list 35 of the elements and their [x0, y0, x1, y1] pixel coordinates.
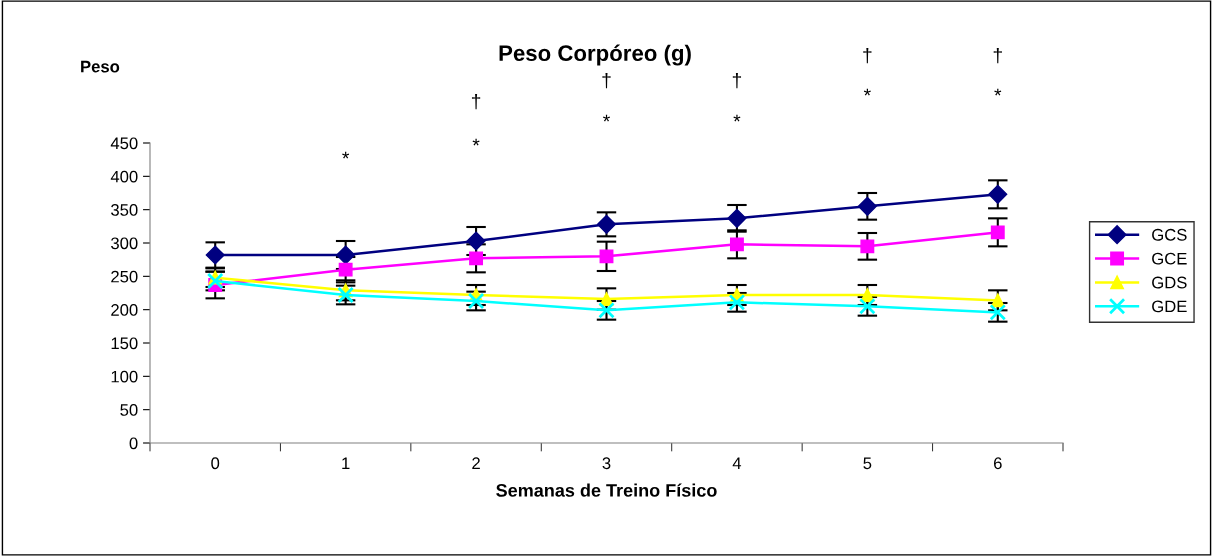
text: * [994, 88, 1002, 96]
x-tick-label: 4 [732, 457, 742, 469]
x-tick-label: 1 [342, 457, 350, 469]
text: † [732, 72, 742, 89]
annotation: * [472, 138, 480, 146]
chart-title: Peso Corpóreo (g) [499, 44, 691, 66]
text: * [863, 88, 871, 96]
text: † [863, 47, 872, 64]
text: † [602, 72, 611, 89]
y-tick-label: 150 [111, 337, 138, 350]
y-tick-label: 0 [129, 437, 138, 450]
y-tick-label: 100 [111, 370, 138, 383]
annotation: * [342, 151, 350, 159]
y-tick-label: 200 [111, 304, 138, 316]
x-tick-label: 6 [994, 457, 1002, 470]
text: † [471, 93, 481, 110]
y-tick-label: 400 [110, 170, 138, 183]
text: * [733, 114, 741, 122]
x-tick-label: 2 [472, 457, 480, 469]
x-tick-label: 3 [602, 457, 611, 470]
legend-label: GCE [1152, 252, 1187, 265]
x-tick-label: 0 [211, 457, 220, 470]
text: * [603, 114, 610, 122]
y-tick-label: 450 [110, 137, 138, 150]
y-axis-title: Peso [81, 60, 120, 73]
legend-label: GDE [1152, 300, 1187, 313]
y-tick-label: 300 [111, 237, 138, 250]
text: † [993, 47, 1002, 64]
x-axis-title: Semanas de Treino Físico [496, 483, 717, 497]
x-tick-label: 5 [863, 457, 872, 470]
y-tick-label: 350 [111, 204, 138, 216]
legend-label: GDS [1152, 276, 1187, 289]
legend-label: GCS [1152, 228, 1187, 241]
y-tick-label: 250 [111, 270, 138, 283]
y-tick-label: 50 [120, 404, 138, 416]
